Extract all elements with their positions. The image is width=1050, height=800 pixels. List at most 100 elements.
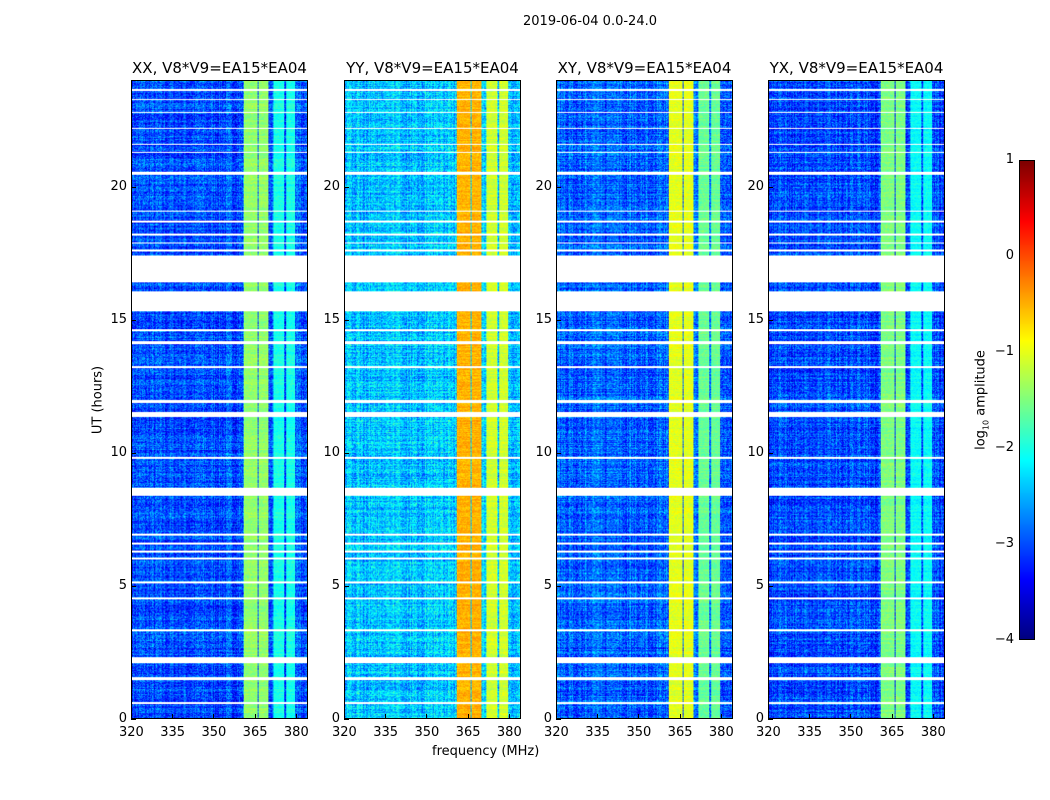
colorbar-tick-label: −2 (994, 440, 1014, 455)
y-tick-mark (344, 186, 349, 188)
x-tick-mark (768, 714, 769, 719)
y-tick-label: 5 (118, 577, 127, 593)
x-tick-label: 320 (119, 725, 144, 740)
colorbar-label-sub: 10 (981, 419, 991, 431)
y-tick-mark (344, 319, 349, 321)
colorbar-tick-label: 1 (1005, 152, 1014, 167)
spectrogram-panel-yx (768, 80, 945, 719)
panel-title: XY, V8*V9=EA15*EA04 (557, 59, 732, 77)
x-tick-label: 335 (373, 725, 399, 740)
x-tick-label: 380 (283, 725, 309, 740)
y-tick-label: 15 (323, 311, 340, 327)
x-axis-label: frequency (MHz) (432, 744, 540, 759)
y-tick-mark (556, 585, 561, 587)
x-tick-label: 320 (544, 725, 569, 740)
colorbar-label-suffix: amplitude (973, 350, 989, 420)
y-tick-mark (556, 719, 561, 720)
y-tick-label: 20 (535, 178, 552, 194)
panel-title: YX, V8*V9=EA15*EA04 (769, 59, 944, 77)
x-tick-label: 365 (242, 725, 268, 740)
x-tick-label: 380 (920, 725, 946, 740)
spectrogram-panel-yy (344, 80, 521, 719)
colorbar-tick-label: −4 (994, 632, 1014, 647)
x-tick-label: 350 (838, 725, 864, 740)
y-tick-label: 20 (747, 178, 764, 194)
x-tick-mark (556, 714, 557, 719)
x-tick-mark (467, 714, 469, 719)
y-tick-label: 15 (110, 311, 127, 327)
colorbar-tick-label: −1 (994, 344, 1014, 359)
x-tick-label: 365 (667, 725, 693, 740)
spectrogram-panel-xx (131, 80, 308, 719)
x-tick-label: 320 (756, 725, 781, 740)
colorbar (1019, 160, 1035, 640)
y-tick-mark (131, 319, 136, 321)
y-tick-mark (556, 452, 561, 454)
y-tick-label: 10 (110, 444, 127, 460)
x-tick-mark (254, 714, 256, 719)
x-tick-mark (131, 714, 132, 719)
x-tick-label: 350 (414, 725, 440, 740)
y-tick-label: 0 (755, 711, 764, 726)
x-tick-mark (172, 714, 174, 719)
y-tick-mark (131, 719, 136, 720)
y-tick-mark (768, 186, 773, 188)
x-tick-label: 320 (332, 725, 357, 740)
panel-title: XX, V8*V9=EA15*EA04 (132, 59, 307, 77)
y-tick-label: 5 (755, 577, 764, 593)
spectrogram-panel-xy (556, 80, 733, 719)
y-tick-mark (344, 719, 349, 720)
x-tick-mark (809, 714, 811, 719)
y-tick-label: 5 (331, 577, 340, 593)
y-tick-label: 20 (323, 178, 340, 194)
x-tick-mark (932, 714, 934, 719)
x-tick-mark (597, 714, 599, 719)
y-axis-label: UT (hours) (90, 365, 106, 435)
y-tick-mark (131, 452, 136, 454)
y-tick-label: 0 (118, 711, 127, 726)
x-tick-label: 365 (455, 725, 481, 740)
y-tick-label: 15 (747, 311, 764, 327)
x-tick-mark (508, 714, 510, 719)
y-tick-label: 5 (543, 577, 552, 593)
x-tick-mark (891, 714, 893, 719)
y-tick-label: 15 (535, 311, 552, 327)
x-tick-label: 365 (879, 725, 905, 740)
y-tick-label: 10 (747, 444, 764, 460)
x-tick-mark (638, 714, 640, 719)
x-tick-label: 335 (160, 725, 186, 740)
figure-title: 2019-06-04 0.0-24.0 (523, 14, 657, 29)
x-tick-mark (720, 714, 722, 719)
x-tick-label: 350 (626, 725, 652, 740)
y-tick-label: 20 (110, 178, 127, 194)
y-tick-mark (131, 186, 136, 188)
panel-title: YY, V8*V9=EA15*EA04 (346, 59, 519, 77)
y-tick-label: 10 (535, 444, 552, 460)
y-tick-mark (768, 585, 773, 587)
y-tick-label: 0 (331, 711, 340, 726)
x-tick-label: 335 (797, 725, 823, 740)
x-tick-label: 350 (201, 725, 227, 740)
x-tick-mark (385, 714, 387, 719)
y-tick-mark (344, 452, 349, 454)
x-tick-mark (679, 714, 681, 719)
x-tick-mark (850, 714, 852, 719)
x-tick-mark (295, 714, 297, 719)
x-tick-label: 380 (496, 725, 522, 740)
colorbar-label-prefix: log (973, 430, 989, 450)
y-tick-label: 10 (323, 444, 340, 460)
x-tick-label: 380 (708, 725, 734, 740)
x-tick-mark (344, 714, 345, 719)
y-tick-mark (131, 585, 136, 587)
y-tick-mark (768, 319, 773, 321)
y-tick-mark (556, 319, 561, 321)
y-tick-mark (344, 585, 349, 587)
colorbar-label: log10 amplitude (974, 350, 991, 450)
colorbar-tick-label: −3 (994, 536, 1014, 551)
y-tick-mark (768, 452, 773, 454)
y-tick-mark (768, 719, 773, 720)
x-tick-mark (213, 714, 215, 719)
y-tick-mark (556, 186, 561, 188)
colorbar-tick-label: 0 (1005, 248, 1014, 263)
